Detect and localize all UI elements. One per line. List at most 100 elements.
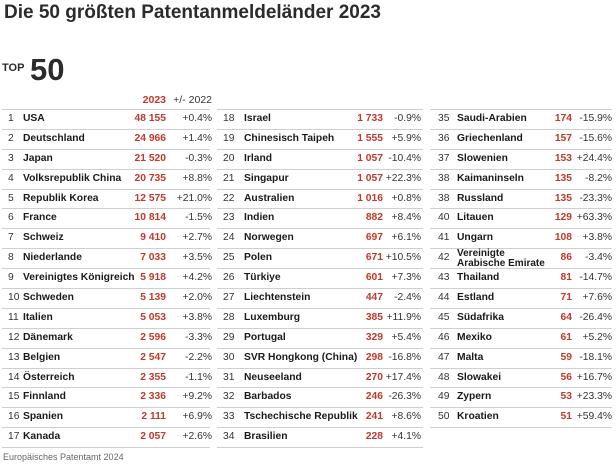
country-cell: Schweden — [23, 292, 74, 304]
country-cell: Barbados — [244, 391, 292, 403]
table-row: 32 Barbados 246 -26.3% — [217, 388, 423, 409]
rank-cell: 1 — [8, 113, 14, 124]
rank-cell: 50 — [438, 411, 450, 423]
table-row: 36 Griechenland 157 -15.6% — [430, 130, 612, 150]
table-row: 4 Volksrepublik China 20 735 +8.8% — [2, 170, 212, 190]
table-row: 15 Finnland 2 336 +9.2% — [2, 388, 212, 409]
table-row: 2 Deutschland 24 966 +1.4% — [2, 130, 212, 150]
change-cell: -2.2% — [185, 351, 212, 363]
change-cell: -16.8% — [388, 351, 421, 363]
change-cell: +22.3% — [385, 172, 421, 184]
change-cell: -23.3% — [579, 192, 612, 204]
change-cell: +3.8% — [182, 311, 212, 323]
table-row: 35 Saudi-Arabien 174 -15.9% — [430, 110, 612, 130]
country-cell: Südafrika — [457, 311, 504, 323]
change-cell: +7.6% — [582, 292, 612, 304]
country-cell: Niederlande — [23, 252, 82, 264]
country-cell: Vereinigte Arabische Emirate — [457, 248, 545, 270]
rank-cell: 44 — [438, 292, 450, 304]
value-cell: 71 — [560, 292, 572, 304]
country-cell: Chinesisch Taipeh — [244, 132, 335, 144]
rank-cell: 42 — [438, 252, 450, 264]
rank-cell: 23 — [223, 212, 235, 224]
country-cell: Türkiye — [244, 272, 281, 284]
value-cell: 298 — [365, 351, 383, 363]
change-cell: +4.2% — [182, 272, 212, 284]
change-cell: +4.1% — [391, 431, 421, 443]
change-cell: +3.5% — [182, 252, 212, 264]
country-cell: Estland — [457, 292, 495, 304]
rank-cell: 28 — [223, 311, 235, 323]
value-cell: 246 — [365, 391, 383, 403]
country-cell: Singapur — [244, 172, 289, 184]
country-cell: France — [23, 212, 57, 224]
change-cell: -0.9% — [394, 113, 421, 124]
rank-cell: 20 — [223, 152, 235, 164]
rank-cell: 4 — [8, 172, 14, 184]
table-row: 10 Schweden 5 139 +2.0% — [2, 289, 212, 309]
table-row: 30 SVR Hongkong (China) 298 -16.8% — [217, 349, 423, 369]
change-cell: +2.0% — [182, 292, 212, 304]
rank-cell: 13 — [8, 351, 20, 363]
country-cell: Malta — [457, 351, 484, 363]
rank-cell: 38 — [438, 172, 450, 184]
value-cell: 12 575 — [134, 192, 167, 204]
country-cell: Israel — [244, 113, 271, 124]
table-row: 46 Mexiko 61 +5.2% — [430, 329, 612, 349]
header-year: 2023 — [142, 94, 166, 106]
change-cell: -26.3% — [388, 391, 421, 403]
value-cell: 1 555 — [357, 132, 383, 144]
country-cell: Neuseeland — [244, 371, 302, 383]
country-cell: Polen — [244, 252, 273, 264]
change-cell: +1.4% — [182, 132, 212, 144]
table-row: 34 Brasilien 228 +4.1% — [217, 428, 423, 449]
table-row: 12 Dänemark 2 596 -3.3% — [2, 329, 212, 349]
change-cell: -2.4% — [394, 292, 421, 304]
change-cell: +2.6% — [182, 431, 212, 443]
table-row: 18 Israel 1 733 -0.9% — [217, 110, 423, 130]
country-cell: Kanada — [23, 431, 61, 443]
change-cell: +7.3% — [391, 272, 421, 284]
rank-cell: 2 — [8, 132, 14, 144]
table-row: 1 USA 48 155 +0.4% — [2, 110, 212, 130]
table-row: 37 Slowenien 153 +24.4% — [430, 150, 612, 170]
country-cell: Norwegen — [244, 232, 294, 244]
value-cell: 153 — [554, 152, 572, 164]
value-cell: 2 596 — [140, 331, 166, 343]
table-row: 29 Portugal 329 +5.4% — [217, 329, 423, 349]
value-cell: 1 016 — [357, 192, 383, 204]
country-cell: Liechtenstein — [244, 292, 311, 304]
table-row: 14 Österreich 2 355 -1.1% — [2, 369, 212, 389]
value-cell: 174 — [554, 113, 572, 124]
table-row: 45 Südafrika 64 -26.4% — [430, 309, 612, 329]
table-row: 41 Ungarn 108 +3.8% — [430, 229, 612, 250]
table-row: 40 Litauen 129 +63.3% — [430, 209, 612, 230]
rank-cell: 17 — [8, 431, 20, 443]
value-cell: 108 — [554, 232, 572, 244]
change-cell: -18.1% — [579, 351, 612, 363]
change-cell: -15.6% — [579, 132, 612, 144]
rank-cell: 47 — [438, 351, 450, 363]
rank-cell: 14 — [8, 371, 20, 383]
table-row: 26 Türkiye 601 +7.3% — [217, 269, 423, 290]
top-50-badge: TOP 50 — [2, 54, 122, 92]
value-cell: 601 — [365, 272, 383, 284]
rank-cell: 41 — [438, 232, 450, 244]
rank-cell: 10 — [8, 292, 20, 304]
table-row: 19 Chinesisch Taipeh 1 555 +5.9% — [217, 130, 423, 150]
country-cell: SVR Hongkong (China) — [244, 351, 358, 363]
rank-cell: 49 — [438, 391, 450, 403]
country-cell: Spanien — [23, 411, 64, 423]
table-row: 38 Russland 135 -23.3% — [430, 190, 612, 210]
table-row: 33 Tschechische Republik 241 +8.6% — [217, 408, 423, 429]
value-cell: 81 — [560, 272, 572, 284]
table-row: 17 Kanada 2 057 +2.6% — [2, 428, 212, 449]
rank-cell: 27 — [223, 292, 235, 304]
rank-cell: 24 — [223, 232, 235, 244]
ranking-column-3: 35 Saudi-Arabien 174 -15.9% 36 Griechenland 15… — [430, 109, 612, 429]
country-cell: Brasilien — [244, 431, 288, 443]
rank-cell: 16 — [8, 411, 20, 423]
table-row: 3 Japan 21 520 -0.3% — [2, 150, 212, 170]
change-cell: +23.3% — [576, 391, 612, 403]
rank-cell: 11 — [8, 311, 19, 323]
